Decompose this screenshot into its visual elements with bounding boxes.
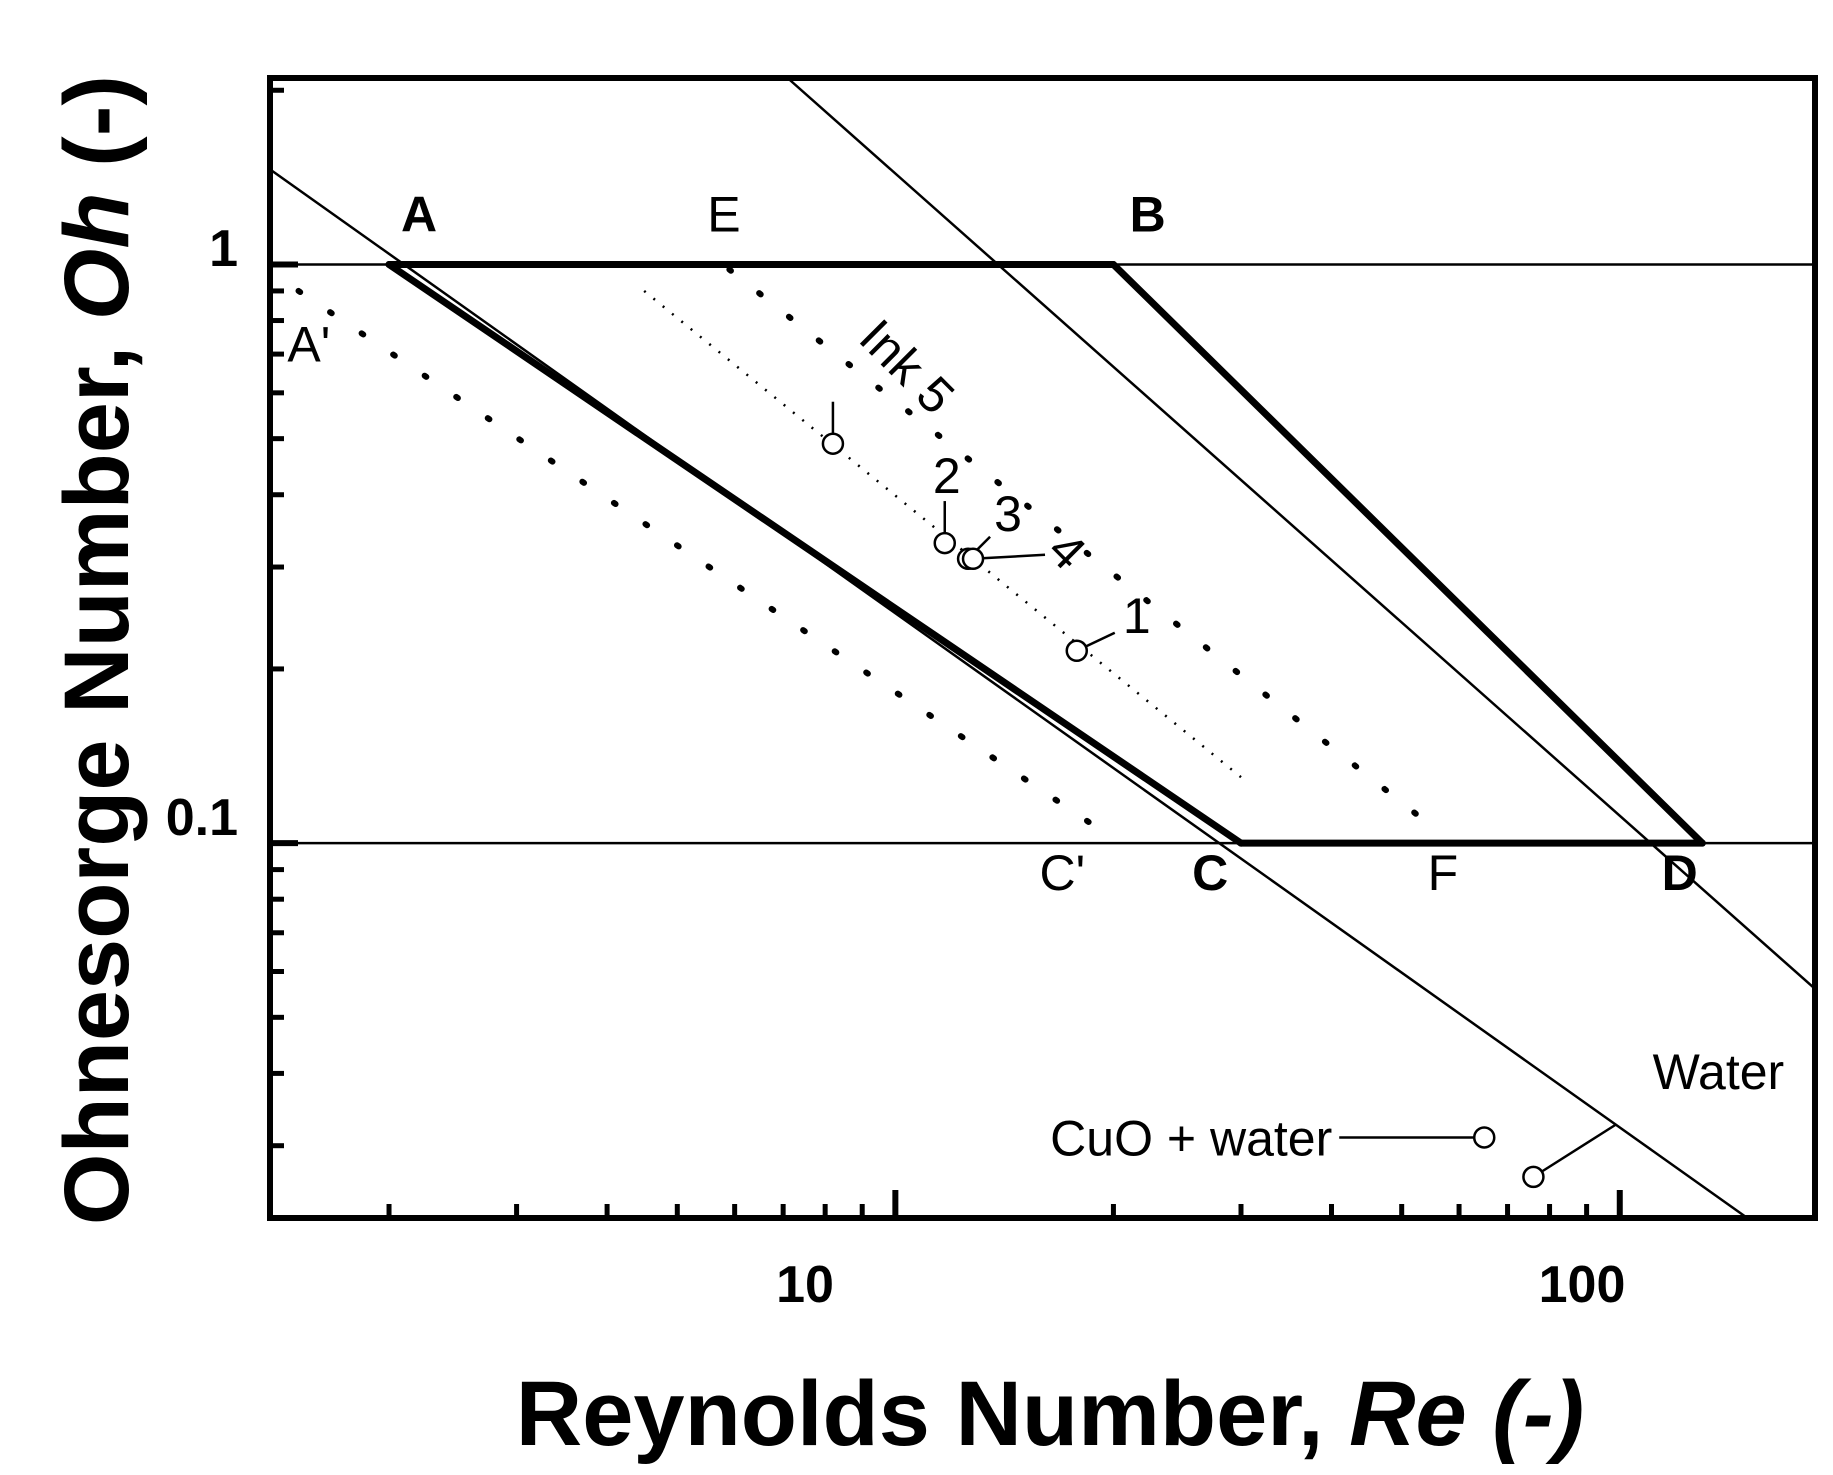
- y-axis-ticks: [270, 87, 298, 1149]
- point-label-water: Water: [1653, 1044, 1785, 1100]
- x-tick-label-100: 100: [1539, 1256, 1626, 1314]
- data-point-cuo-water: [1472, 1126, 1496, 1149]
- y-tick-label-1: 1: [209, 220, 238, 278]
- region-label-a-prime: A': [287, 316, 330, 372]
- y-axis-title: Ohnesorge Number, Oh (-): [46, 75, 148, 1225]
- region-label-d: D: [1662, 845, 1698, 901]
- data-point-2: [933, 531, 957, 555]
- ref-line-7: [1109, 260, 1706, 847]
- point-label-3: 3: [994, 486, 1022, 542]
- data-point-4: [961, 547, 985, 571]
- ref-line-8: [295, 287, 1109, 837]
- region-label-f: F: [1428, 845, 1459, 901]
- x-axis-ticks: [386, 1190, 1623, 1218]
- data-point-water: [1522, 1165, 1545, 1189]
- ref-line-6: [385, 260, 1245, 847]
- data-point-ink-5: [821, 432, 845, 455]
- point-label-cuo-water: CuO + water: [1050, 1110, 1332, 1166]
- region-label-c: C: [1192, 845, 1228, 901]
- region-labels: A E B A' C' C F D: [287, 187, 1697, 901]
- reference-lines: [269, 77, 1816, 1220]
- leader-line-water: [1532, 1123, 1617, 1178]
- x-tick-label-10: 10: [776, 1256, 834, 1314]
- leader-line-4: [972, 553, 1046, 561]
- ref-line-2: [269, 168, 1749, 1220]
- point-label-2: 2: [933, 448, 961, 504]
- plot-frame: [267, 75, 1818, 1221]
- region-label-a: A: [401, 187, 437, 243]
- ref-line-9: [726, 266, 1441, 834]
- point-label-ink-5: Ink 5: [849, 309, 965, 425]
- x-axis-title: Reynolds Number, Re (-): [516, 1363, 1584, 1465]
- point-label-1: 1: [1123, 588, 1151, 644]
- y-tick-label-0.1: 0.1: [166, 789, 238, 847]
- region-label-b: B: [1130, 187, 1166, 243]
- region-label-e: E: [707, 187, 740, 243]
- region-label-c-prime: C': [1039, 845, 1085, 901]
- data-point-1: [1065, 639, 1089, 663]
- ref-line-3: [786, 77, 1816, 990]
